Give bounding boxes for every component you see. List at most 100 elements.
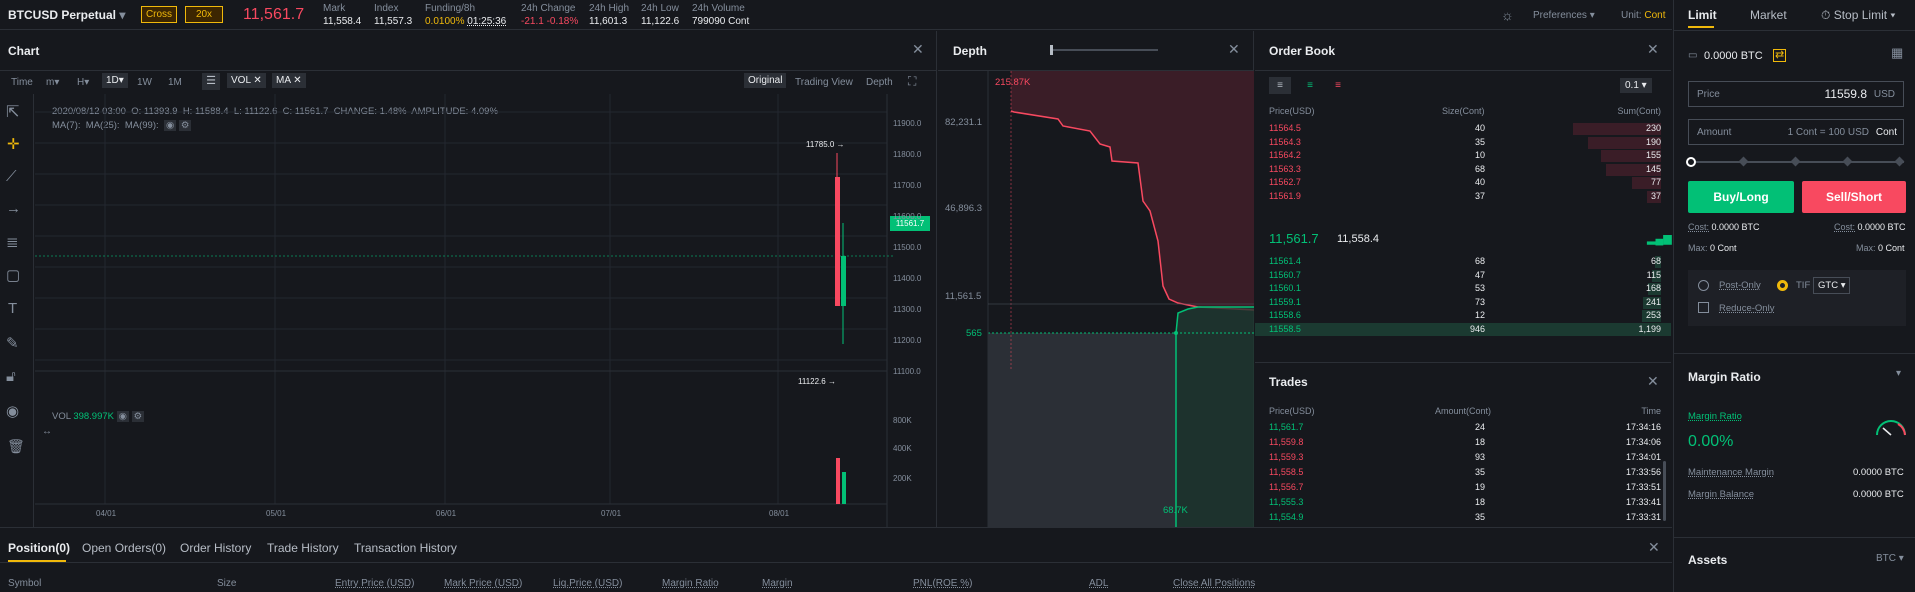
book-row[interactable]: 11564.2 10 155 [1255, 149, 1671, 162]
buy-long-button[interactable]: Buy/Long [1688, 181, 1794, 213]
symbol-selector[interactable]: BTCUSD Perpetual ▾ [8, 8, 125, 22]
amount-input[interactable]: Amount 1 Cont = 100 USD Cont [1688, 119, 1904, 145]
ray-arrow-icon[interactable]: → [6, 200, 21, 217]
post-only-radio[interactable] [1698, 280, 1709, 291]
brush-icon[interactable]: ✎ [6, 335, 19, 352]
book-size: 40 [1474, 123, 1485, 133]
book-bids-icon[interactable]: ≡ [1307, 80, 1313, 91]
book-row[interactable]: 11563.3 68 145 [1255, 163, 1671, 176]
depth-bar [1648, 283, 1661, 295]
book-row[interactable]: 11560.7 47 115 [1255, 269, 1671, 282]
trend-line-icon[interactable]: ⟋ [6, 168, 17, 185]
depth-chart[interactable] [938, 71, 1254, 527]
scrollbar[interactable] [1663, 461, 1666, 521]
fib-lines-icon[interactable]: ≣ [6, 234, 19, 251]
trade-time: 17:33:41 [1625, 497, 1661, 507]
book-row[interactable]: 11561.9 37 37 [1255, 190, 1671, 203]
view-tradingview-tab[interactable]: Trading View [795, 77, 853, 88]
leverage-button[interactable]: 20x [185, 6, 223, 23]
cursor-arrow-icon[interactable]: ⇱ [6, 104, 20, 121]
tab-market[interactable]: Market [1750, 8, 1787, 22]
book-sum: 145 [1645, 163, 1661, 174]
trades-panel: Trades ✕ Price(USD) Amount(Cont) Time 11… [1255, 362, 1671, 527]
trade-amount: 35 [1474, 512, 1485, 522]
fullscreen-icon[interactable]: ⛶ [908, 74, 917, 88]
col-time-header: Time [1641, 406, 1661, 416]
calculator-icon[interactable]: ▦ [1891, 45, 1904, 60]
book-row[interactable]: 11561.4 68 68 [1255, 255, 1671, 268]
book-price: 11558.5 [1269, 323, 1301, 334]
tab-order-history[interactable]: Order History [180, 541, 252, 555]
tab-transaction-history[interactable]: Transaction History [354, 541, 457, 555]
tab-positions[interactable]: Position(0) [8, 541, 70, 555]
book-sum: 190 [1645, 136, 1661, 147]
trade-time: 17:33:56 [1625, 467, 1661, 477]
book-both-icon[interactable]: ≡ [1269, 77, 1291, 94]
theme-sun-icon[interactable]: ☼ [1501, 7, 1514, 23]
candle-chart[interactable]: ↔ [35, 94, 937, 527]
close-icon[interactable]: ✕ [1228, 41, 1240, 57]
col-size: Size [217, 578, 237, 589]
depth-zoom-slider[interactable] [1050, 45, 1158, 55]
x-tick: 06/01 [436, 509, 457, 518]
close-icon[interactable]: ✕ [912, 41, 924, 57]
reduce-only-checkbox[interactable] [1698, 302, 1709, 313]
interval-time[interactable]: Time [11, 77, 33, 88]
trash-icon[interactable]: 🗑︎ [7, 438, 25, 454]
crosshair-icon[interactable]: ✛ [7, 136, 20, 153]
transfer-icon[interactable]: ⇄ [1773, 49, 1787, 62]
depth-bar [1606, 163, 1661, 176]
caret-down-icon[interactable]: ▾ [1896, 368, 1902, 379]
sell-short-button[interactable]: Sell/Short [1802, 181, 1906, 213]
preferences-menu[interactable]: Preferences ▾ [1533, 10, 1595, 21]
book-row[interactable]: 11562.7 40 77 [1255, 176, 1671, 189]
drawing-toolbar: ⇱ ✛ ⟋ → ≣ ▢ T ✎ 🔓︎ ◉ 🗑︎ [0, 94, 34, 527]
trade-amount: 18 [1474, 497, 1485, 507]
indicator-vol-chip[interactable]: VOL ✕ [227, 73, 266, 88]
tab-stop-limit[interactable]: ⏱ Stop Limit ▾ [1821, 8, 1896, 22]
book-row[interactable]: 11558.6 12 253 [1255, 309, 1671, 322]
stat-index: Index 11,557.3 [374, 3, 413, 27]
price-input[interactable]: Price 11559.8 USD [1688, 81, 1904, 107]
interval-1m[interactable]: 1M [168, 77, 182, 88]
book-asks-icon[interactable]: ≡ [1335, 80, 1341, 91]
amount-slider[interactable] [1686, 156, 1905, 167]
close-icon[interactable]: ✕ [1648, 539, 1660, 555]
eye-icon[interactable]: ◉ [6, 403, 20, 420]
close-all-positions-link[interactable]: Close All Positions [1173, 578, 1256, 589]
x-tick: 08/01 [769, 509, 790, 518]
assets-currency-select[interactable]: BTC ▾ [1876, 553, 1904, 564]
view-original-tab[interactable]: Original [744, 73, 787, 88]
close-icon[interactable]: ✕ [1647, 373, 1659, 389]
precision-select[interactable]: 0.1 ▾ [1620, 78, 1652, 93]
close-icon[interactable]: ✕ [1647, 41, 1659, 57]
book-row[interactable]: 11564.5 40 230 [1255, 122, 1671, 135]
interval-1w[interactable]: 1W [137, 77, 152, 88]
vol-legend: VOL 398.997K ◉ ⚙ [52, 411, 145, 422]
book-row[interactable]: 11560.1 53 168 [1255, 282, 1671, 295]
book-row[interactable]: 11564.3 35 190 [1255, 136, 1671, 149]
interval-hours[interactable]: H▾ [77, 77, 90, 88]
view-depth-tab[interactable]: Depth [866, 77, 893, 88]
margin-mode-button[interactable]: Cross [141, 6, 177, 23]
tif-radio[interactable] [1777, 280, 1788, 291]
settings-sliders-icon[interactable]: ☰ [202, 73, 220, 90]
tab-trade-history[interactable]: Trade History [267, 541, 339, 555]
book-row[interactable]: 11559.1 73 241 [1255, 296, 1671, 309]
chart-panel: Chart ✕ Time m▾ H▾ 1D▾ 1W 1M ☰ VOL ✕ MA … [0, 31, 937, 527]
book-size: 68 [1474, 256, 1485, 266]
sell-max: Max: 0 Cont [1856, 243, 1905, 253]
tab-open-orders[interactable]: Open Orders(0) [82, 541, 167, 555]
svg-text:↔: ↔ [42, 426, 52, 437]
tif-select[interactable]: GTC ▾ [1813, 277, 1851, 294]
interval-1d[interactable]: 1D▾ [102, 73, 128, 88]
unit-selector[interactable]: Unit: Cont [1621, 10, 1666, 21]
text-tool-icon[interactable]: T [8, 300, 18, 317]
lock-icon[interactable]: 🔓︎ [6, 368, 16, 385]
interval-minutes[interactable]: m▾ [46, 77, 60, 88]
tab-limit[interactable]: Limit [1688, 8, 1717, 22]
rectangle-icon[interactable]: ▢ [6, 267, 21, 284]
book-row[interactable]: 11558.5 946 1,199 [1255, 322, 1671, 336]
indicator-ma-chip[interactable]: MA ✕ [272, 73, 306, 88]
margin-gauge-icon [1876, 420, 1906, 436]
